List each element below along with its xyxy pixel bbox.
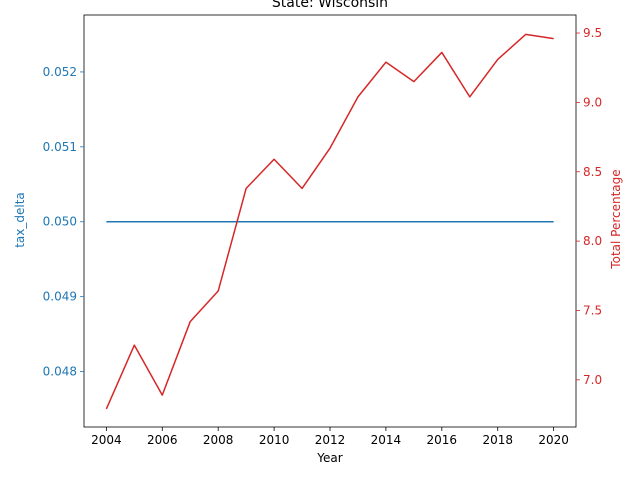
x-tick-label: 2018: [482, 433, 513, 447]
total-percentage-line: [105, 33, 554, 410]
x-tick-label: 2012: [315, 433, 346, 447]
x-tick-label: 2006: [147, 433, 178, 447]
right-y-tick-label: 8.5: [583, 165, 602, 179]
chart-title: State: Wisconsin: [272, 0, 388, 11]
right-y-tick-label: 7.5: [583, 303, 602, 317]
axes: 2004 2006 2008 2010 2012 2014 2016 2018 2020 0.04…: [43, 14, 602, 447]
x-tick-label: 2020: [538, 433, 569, 447]
left-y-tick-label: 0.052: [43, 65, 77, 79]
x-tick-label: 2014: [371, 433, 402, 447]
x-tick-label: 2016: [427, 433, 458, 447]
right-y-tick-label: 9.5: [583, 26, 602, 40]
right-y-tick-label: 7.0: [583, 373, 602, 387]
left-y-tick-label: 0.049: [43, 290, 77, 304]
right-y-tick-label: 8.0: [583, 234, 602, 248]
x-tick-label: 2008: [203, 433, 234, 447]
right-y-tick-label: 9.0: [583, 95, 602, 109]
x-axis-label: Year: [316, 451, 342, 465]
x-tick-label: 2010: [259, 433, 290, 447]
left-y-tick-label: 0.051: [43, 140, 77, 154]
right-y-axis-label: Total Percentage: [609, 169, 623, 269]
x-tick-label: 2004: [91, 433, 122, 447]
left-y-tick-label: 0.050: [43, 215, 77, 229]
left-y-axis-label: tax_delta: [13, 192, 27, 248]
left-y-tick-label: 0.048: [43, 365, 77, 379]
plot-area: [105, 33, 554, 410]
